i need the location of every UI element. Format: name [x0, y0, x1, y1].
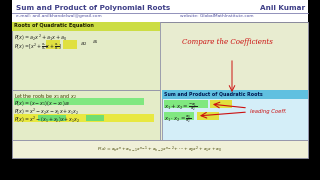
Bar: [162, 90, 308, 140]
Text: Anil Kumar: Anil Kumar: [260, 5, 305, 11]
Bar: [210, 100, 232, 108]
Bar: [12, 0, 308, 22]
Bar: [63, 40, 77, 49]
Text: leading Coeff.: leading Coeff.: [250, 109, 287, 114]
Text: Sum and Product of Quadratic Roots: Sum and Product of Quadratic Roots: [164, 91, 263, 96]
Text: $P(x)=a_nx^n+a_{n-1}x^{n-1}+a_{n-2}x^{n-2}+\cdots+a_2x^2+a_1x+a_0$: $P(x)=a_nx^n+a_{n-1}x^{n-1}+a_{n-2}x^{n-…: [97, 144, 223, 154]
Text: $a_1$: $a_1$: [92, 38, 99, 46]
Bar: [308, 0, 320, 180]
Text: $x_1\cdot x_2=\frac{a_0}{a_2}$: $x_1\cdot x_2=\frac{a_0}{a_2}$: [164, 113, 191, 125]
Bar: [12, 22, 160, 90]
Text: $P(x)=x^2-(x_1+x_2)x+x_1x_2$: $P(x)=x^2-(x_1+x_2)x+x_1x_2$: [14, 115, 80, 125]
Bar: [86, 115, 104, 121]
Text: website: GlobalMathInstitute.com: website: GlobalMathInstitute.com: [180, 14, 253, 18]
Bar: [12, 90, 160, 140]
Bar: [12, 140, 308, 158]
Text: Compare the Coefficients: Compare the Coefficients: [182, 38, 273, 46]
Text: Let the roots be $x_1$ and $x_2$: Let the roots be $x_1$ and $x_2$: [14, 92, 77, 101]
Text: $P(x) = a_2x^2 + a_1x + a_0$: $P(x) = a_2x^2 + a_1x + a_0$: [14, 33, 68, 43]
Bar: [12, 22, 160, 31]
Bar: [164, 100, 208, 108]
Bar: [38, 115, 66, 121]
Text: $P(x)=(x-x_1)(x-x_2)a_2$: $P(x)=(x-x_1)(x-x_2)a_2$: [14, 99, 71, 108]
Text: $P(x)=[x^2+\frac{a_1}{a_2}x+\frac{a_0}{a_2}]$: $P(x)=[x^2+\frac{a_1}{a_2}x+\frac{a_0}{a…: [14, 41, 61, 52]
Bar: [46, 40, 60, 49]
Bar: [164, 112, 194, 120]
Bar: [162, 90, 308, 99]
Text: Roots of Quadratic Equation: Roots of Quadratic Equation: [14, 23, 94, 28]
Bar: [14, 114, 154, 122]
Text: e-mail: anil.anilkhandelwal@gmail.com: e-mail: anil.anilkhandelwal@gmail.com: [16, 14, 102, 18]
Bar: [197, 112, 219, 120]
Text: $a_2$: $a_2$: [80, 40, 87, 48]
Bar: [0, 160, 320, 180]
Bar: [12, 22, 308, 140]
Text: $P(x)=x^2-x_2x-x_1x+x_1x_2$: $P(x)=x^2-x_2x-x_1x+x_1x_2$: [14, 107, 79, 117]
Text: $x_1+x_2=\frac{-a_1}{a_2}$: $x_1+x_2=\frac{-a_1}{a_2}$: [164, 101, 197, 113]
Bar: [0, 0, 12, 180]
Bar: [14, 98, 144, 105]
Text: Sum and Product of Polynomial Roots: Sum and Product of Polynomial Roots: [16, 5, 170, 11]
